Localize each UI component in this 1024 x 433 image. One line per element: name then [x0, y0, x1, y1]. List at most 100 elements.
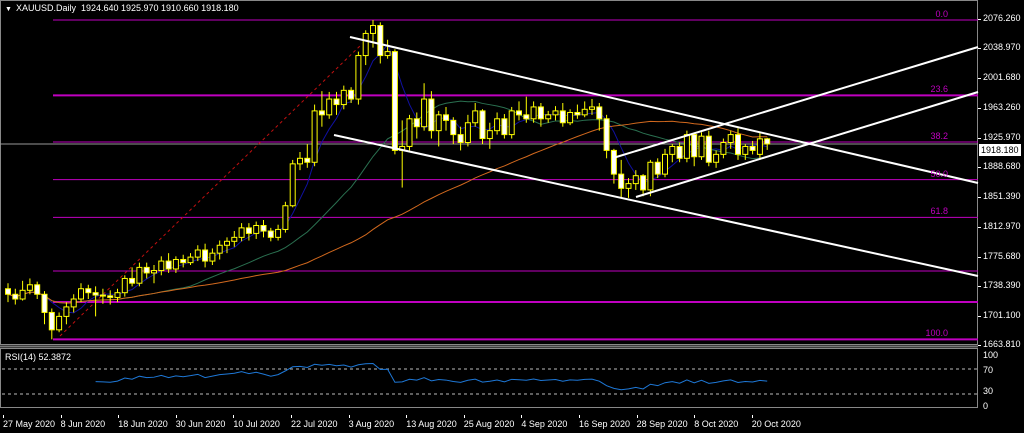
candle[interactable]	[545, 110, 552, 123]
candle[interactable]	[12, 288, 19, 305]
candle[interactable]	[443, 106, 449, 131]
candle[interactable]	[85, 284, 92, 300]
candle[interactable]	[428, 91, 435, 139]
candle[interactable]	[472, 102, 479, 127]
candle[interactable]	[501, 114, 508, 139]
candle[interactable]	[355, 51, 362, 105]
candle[interactable]	[720, 138, 727, 159]
channel-upper-trendline[interactable]	[349, 36, 979, 184]
candle[interactable]	[260, 219, 267, 238]
candle[interactable]	[34, 281, 41, 300]
candle[interactable]	[742, 144, 749, 160]
fibonacci-baseline[interactable]	[59, 43, 363, 337]
candle[interactable]	[180, 254, 187, 268]
candle[interactable]	[209, 248, 216, 266]
wedge-upper-trendline[interactable]	[612, 46, 979, 159]
candle[interactable]	[194, 245, 201, 262]
candle[interactable]	[574, 104, 581, 119]
candle[interactable]	[92, 286, 99, 317]
candle[interactable]	[749, 140, 756, 155]
candle[interactable]	[464, 114, 471, 147]
candle[interactable]	[70, 294, 77, 313]
candle[interactable]	[151, 265, 157, 284]
candle[interactable]	[479, 109, 486, 145]
candle[interactable]	[362, 30, 369, 66]
candle[interactable]	[238, 223, 245, 242]
candle[interactable]	[559, 102, 566, 127]
candle[interactable]	[494, 112, 501, 135]
candle[interactable]	[56, 312, 63, 333]
candle[interactable]	[567, 109, 574, 126]
candle[interactable]	[735, 128, 741, 160]
candle[interactable]	[267, 227, 274, 242]
candle[interactable]	[537, 102, 544, 127]
candle[interactable]	[640, 174, 647, 197]
candle[interactable]	[581, 101, 588, 118]
candle[interactable]	[114, 288, 121, 303]
candle[interactable]	[756, 133, 763, 160]
candle[interactable]	[19, 280, 26, 301]
candle[interactable]	[764, 137, 771, 150]
candle[interactable]	[275, 224, 282, 241]
candle[interactable]	[618, 159, 625, 198]
candle[interactable]	[669, 144, 676, 163]
candle[interactable]	[705, 130, 712, 167]
candle[interactable]	[143, 262, 150, 279]
candle[interactable]	[596, 102, 603, 131]
candle[interactable]	[340, 85, 347, 110]
candle[interactable]	[187, 253, 194, 266]
wedge-lower-trendline[interactable]	[635, 91, 979, 198]
candle[interactable]	[691, 133, 698, 167]
candle[interactable]	[450, 117, 457, 145]
candle[interactable]	[78, 283, 84, 303]
candle[interactable]	[253, 221, 260, 239]
candle[interactable]	[158, 256, 165, 276]
candle[interactable]	[486, 122, 493, 149]
candle[interactable]	[698, 132, 705, 160]
candle[interactable]	[647, 159, 654, 197]
channel-lower-trendline[interactable]	[333, 134, 979, 277]
candle[interactable]	[399, 120, 406, 188]
candle[interactable]	[625, 178, 632, 198]
candle[interactable]	[610, 148, 617, 184]
candle[interactable]	[41, 291, 48, 325]
candle[interactable]	[311, 104, 318, 167]
candle[interactable]	[282, 201, 289, 233]
candle[interactable]	[26, 278, 33, 295]
candle[interactable]	[289, 159, 296, 208]
candle[interactable]	[224, 237, 230, 254]
candle[interactable]	[516, 101, 522, 121]
candle[interactable]	[63, 302, 70, 325]
candle[interactable]	[508, 106, 515, 139]
candle[interactable]	[231, 231, 238, 247]
candle[interactable]	[406, 114, 413, 151]
candle[interactable]	[457, 126, 464, 151]
candle[interactable]	[99, 288, 106, 304]
candle[interactable]	[48, 308, 55, 340]
candle[interactable]	[245, 223, 252, 241]
candle[interactable]	[5, 283, 11, 303]
candle[interactable]	[391, 49, 398, 155]
candle[interactable]	[348, 87, 355, 103]
candle[interactable]	[107, 290, 114, 305]
candle[interactable]	[121, 275, 128, 297]
candle[interactable]	[632, 170, 639, 190]
candle[interactable]	[713, 150, 720, 168]
candle[interactable]	[421, 83, 428, 131]
candle[interactable]	[165, 253, 172, 273]
candle[interactable]	[589, 99, 595, 115]
candle[interactable]	[304, 144, 311, 168]
candle[interactable]	[727, 130, 734, 149]
candle[interactable]	[413, 112, 420, 139]
candle[interactable]	[202, 243, 209, 268]
candle[interactable]	[384, 39, 391, 59]
candle[interactable]	[676, 142, 683, 163]
candle[interactable]	[662, 148, 668, 178]
candle[interactable]	[297, 151, 303, 171]
candle[interactable]	[318, 91, 325, 127]
candle[interactable]	[333, 91, 340, 115]
candle[interactable]	[129, 267, 136, 287]
candle[interactable]	[530, 101, 537, 123]
candle[interactable]	[377, 22, 384, 64]
candle[interactable]	[216, 240, 223, 260]
